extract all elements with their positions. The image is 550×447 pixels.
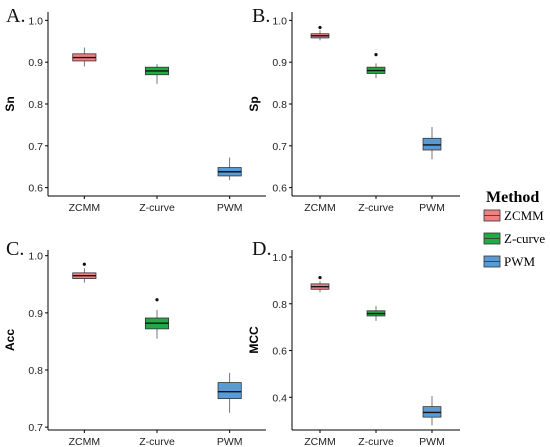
panel-a: A. Sn 0.6 0.7 0.8 0.9 1.0 ZCMM Z-curve PWM xyxy=(3,5,266,214)
legend-title: Method xyxy=(486,189,539,206)
x-tick-label: ZCMM xyxy=(69,436,101,447)
panel-b: B. Sp 0.6 0.7 0.8 0.9 1.0 ZCMM Z-curve PWM xyxy=(247,5,460,214)
x-tick-label: Z-curve xyxy=(139,202,175,214)
x-tick-label: PWM xyxy=(217,202,243,214)
y-tick-label: 0.8 xyxy=(28,99,43,111)
y-tick-label: 1.0 xyxy=(272,252,287,264)
y-tick-label: 0.6 xyxy=(272,183,287,195)
outlier-point xyxy=(82,262,86,266)
y-tick-label: 0.9 xyxy=(28,57,43,69)
box-pwm xyxy=(422,396,442,426)
y-tick-label: 0.7 xyxy=(272,141,287,153)
box-pwm xyxy=(422,127,442,160)
y-axis-label: Sp xyxy=(247,96,261,111)
box-z-curve xyxy=(366,53,386,79)
x-tick-label: Z-curve xyxy=(139,436,175,447)
panel-letter: D. xyxy=(252,238,271,260)
y-tick-label: 0.9 xyxy=(28,308,43,320)
y-tick-label: 0.8 xyxy=(28,365,43,377)
y-axis-label: MCC xyxy=(247,326,261,354)
box-zcmm xyxy=(310,275,330,293)
x-tick-label: PWM xyxy=(419,202,445,214)
legend-label: PWM xyxy=(504,254,536,269)
box-zcmm xyxy=(310,25,330,41)
y-tick-label: 0.8 xyxy=(272,299,287,311)
x-tick-label: PWM xyxy=(419,436,445,447)
box-pwm xyxy=(217,157,242,181)
y-axis-label: Acc xyxy=(3,329,17,351)
panel-letter: C. xyxy=(6,238,24,260)
x-tick-label: Z-curve xyxy=(358,202,394,214)
legend-label: Z-curve xyxy=(504,231,545,246)
legend-item-zcmm: ZCMM xyxy=(483,208,544,223)
y-tick-label: 0.6 xyxy=(272,346,287,358)
box-z-curve xyxy=(144,64,170,84)
x-tick-label: ZCMM xyxy=(304,202,336,214)
legend-item-z-curve: Z-curve xyxy=(483,231,545,246)
y-tick-label: 1.0 xyxy=(272,15,287,27)
box-z-curve xyxy=(366,306,386,321)
outlier-point xyxy=(374,53,378,57)
outlier-point xyxy=(318,25,322,30)
box-body xyxy=(217,382,242,399)
panel-c: C. Acc 0.7 0.8 0.9 1.0 ZCMM Z-curve PWM xyxy=(3,238,266,447)
y-tick-label: 0.7 xyxy=(28,422,43,434)
outlier-point xyxy=(155,298,159,302)
y-tick-label: 0.9 xyxy=(272,57,287,69)
legend-item-pwm: PWM xyxy=(483,254,536,269)
y-tick-label: 1.0 xyxy=(28,15,43,27)
x-tick-label: PWM xyxy=(217,436,243,447)
y-tick-label: 0.4 xyxy=(272,392,287,404)
y-tick-label: 0.6 xyxy=(28,183,43,195)
legend: Method ZCMM Z-curve PWM xyxy=(483,189,545,269)
outlier-point xyxy=(318,275,322,280)
x-tick-label: Z-curve xyxy=(358,436,394,447)
y-tick-label: 0.7 xyxy=(28,141,43,153)
box-zcmm xyxy=(72,47,97,67)
y-tick-label: 0.8 xyxy=(272,99,287,111)
panel-d: D. MCC 0.4 0.6 0.8 1.0 ZCMM Z-curve PWM xyxy=(247,238,460,447)
box-zcmm xyxy=(72,262,97,283)
box-body xyxy=(422,137,442,151)
panel-letter: A. xyxy=(6,5,25,27)
x-tick-label: ZCMM xyxy=(69,202,101,214)
y-axis-label: Sn xyxy=(3,96,17,111)
legend-label: ZCMM xyxy=(504,208,544,223)
panel-letter: B. xyxy=(252,5,270,27)
box-z-curve xyxy=(144,298,170,339)
y-tick-label: 1.0 xyxy=(28,251,43,263)
x-tick-label: ZCMM xyxy=(304,436,336,447)
box-pwm xyxy=(217,372,242,413)
